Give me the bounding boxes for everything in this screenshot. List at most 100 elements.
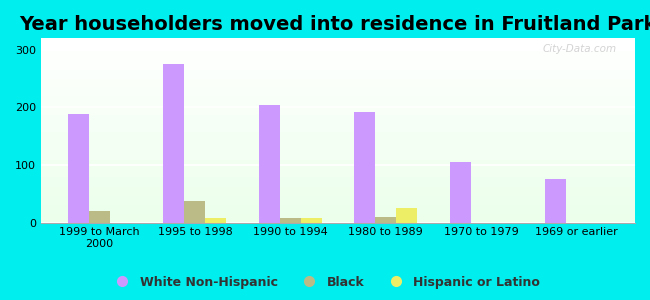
Bar — [41, 124, 635, 125]
Bar — [41, 176, 635, 177]
Bar — [41, 57, 635, 58]
Bar — [41, 151, 635, 152]
Bar — [41, 103, 635, 104]
Bar — [41, 101, 635, 102]
Bar — [41, 94, 635, 95]
Bar — [41, 111, 635, 112]
Bar — [41, 58, 635, 59]
Bar — [41, 70, 635, 71]
Bar — [280, 218, 301, 223]
Bar — [41, 120, 635, 121]
Bar — [41, 149, 635, 150]
Bar — [41, 131, 635, 132]
Bar — [41, 122, 635, 123]
Bar — [41, 75, 635, 76]
Bar — [41, 186, 635, 187]
Bar — [41, 98, 635, 99]
Bar — [41, 199, 635, 200]
Bar — [41, 161, 635, 162]
Bar — [41, 211, 635, 212]
Bar — [41, 171, 635, 172]
Bar — [41, 118, 635, 119]
Bar — [396, 208, 417, 223]
Bar — [41, 129, 635, 130]
Bar — [41, 78, 635, 79]
Bar — [41, 79, 635, 80]
Bar — [41, 76, 635, 77]
Bar — [41, 49, 635, 50]
Bar — [41, 107, 635, 108]
Bar — [41, 207, 635, 208]
Bar — [41, 158, 635, 159]
Bar — [41, 215, 635, 216]
Bar — [41, 118, 635, 119]
Bar — [41, 59, 635, 60]
Bar — [41, 46, 635, 47]
Bar — [41, 132, 635, 133]
Bar — [41, 140, 635, 141]
Bar — [41, 142, 635, 143]
Bar — [41, 38, 635, 39]
Bar — [41, 165, 635, 166]
Bar — [259, 104, 280, 223]
Bar — [41, 47, 635, 49]
Bar — [163, 64, 185, 223]
Bar — [41, 71, 635, 72]
Bar — [41, 187, 635, 188]
Bar — [41, 152, 635, 154]
Title: Year householders moved into residence in Fruitland Park: Year householders moved into residence i… — [20, 15, 650, 34]
Bar — [41, 91, 635, 92]
Bar — [41, 137, 635, 138]
Bar — [41, 191, 635, 192]
Bar — [41, 210, 635, 211]
Bar — [41, 219, 635, 220]
Bar — [41, 188, 635, 189]
Bar — [41, 169, 635, 170]
Bar — [41, 160, 635, 161]
Bar — [41, 180, 635, 181]
Bar — [41, 108, 635, 109]
Bar — [41, 80, 635, 81]
Bar — [41, 201, 635, 202]
Bar — [41, 85, 635, 86]
Bar — [41, 182, 635, 183]
Bar — [41, 62, 635, 63]
Bar — [41, 123, 635, 124]
Bar — [41, 150, 635, 151]
Bar — [41, 104, 635, 105]
Bar — [41, 125, 635, 126]
Bar — [41, 136, 635, 137]
Bar — [41, 77, 635, 78]
Bar — [41, 185, 635, 186]
Bar — [41, 164, 635, 165]
Bar — [41, 141, 635, 142]
Bar — [41, 197, 635, 198]
Bar — [41, 162, 635, 163]
Bar — [41, 193, 635, 194]
Bar — [41, 218, 635, 219]
Bar — [41, 192, 635, 193]
Bar — [41, 53, 635, 54]
Bar — [41, 133, 635, 134]
Bar — [41, 93, 635, 94]
Bar — [41, 74, 635, 75]
Bar — [354, 112, 375, 223]
Bar — [41, 212, 635, 213]
Bar — [41, 112, 635, 113]
Bar — [41, 206, 635, 207]
Bar — [41, 183, 635, 184]
Bar — [41, 41, 635, 42]
Bar — [41, 156, 635, 157]
Bar — [41, 39, 635, 40]
Bar — [41, 155, 635, 156]
Bar — [41, 115, 635, 116]
Bar — [41, 45, 635, 46]
Bar — [41, 195, 635, 196]
Bar — [41, 203, 635, 204]
Bar — [41, 114, 635, 115]
Bar — [41, 40, 635, 41]
Bar — [41, 127, 635, 128]
Bar — [41, 194, 635, 195]
Bar — [41, 190, 635, 191]
Bar — [41, 172, 635, 173]
